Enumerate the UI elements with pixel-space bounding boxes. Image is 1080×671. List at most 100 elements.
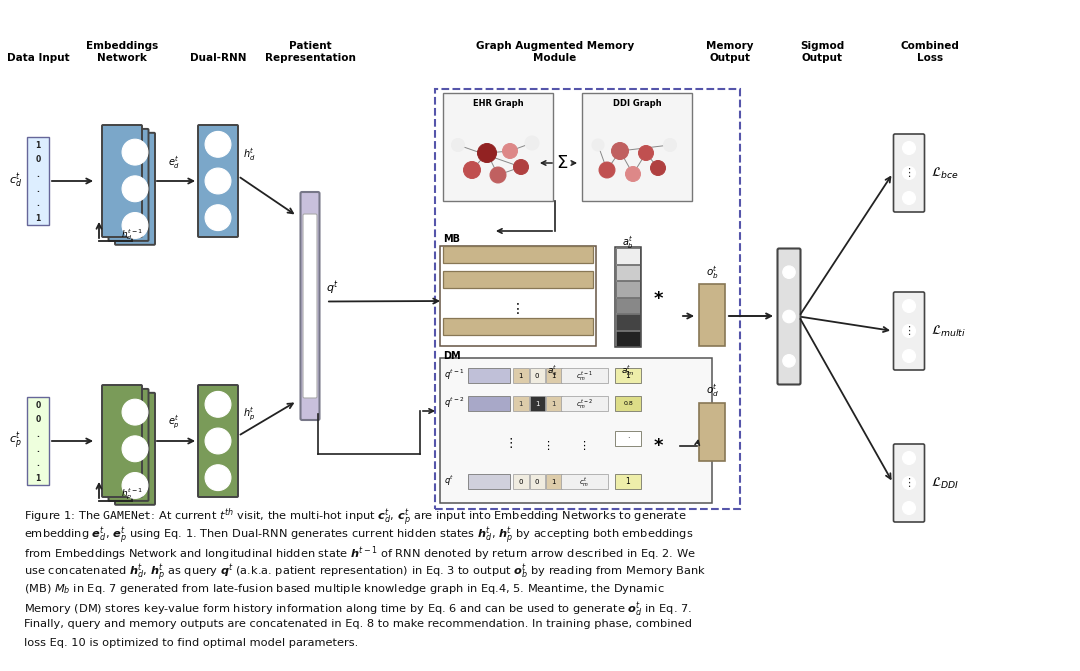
Circle shape <box>592 139 604 151</box>
Bar <box>529 396 545 411</box>
Text: from Embeddings Network and longitudinal hidden state $\boldsymbol{h}^{t-1}$ of : from Embeddings Network and longitudinal… <box>24 544 696 563</box>
Bar <box>699 403 725 461</box>
Text: $e_p^t$: $e_p^t$ <box>168 413 180 431</box>
Text: 1: 1 <box>36 214 41 223</box>
Bar <box>699 284 725 346</box>
FancyBboxPatch shape <box>102 125 141 237</box>
Circle shape <box>611 142 629 160</box>
FancyBboxPatch shape <box>893 134 924 212</box>
Circle shape <box>903 191 916 205</box>
Text: ⋮: ⋮ <box>504 437 517 450</box>
Circle shape <box>122 213 148 238</box>
Bar <box>615 247 642 347</box>
Text: .: . <box>37 185 40 193</box>
Bar <box>546 474 562 489</box>
Text: $h_d^{t-1}$: $h_d^{t-1}$ <box>121 227 143 242</box>
FancyBboxPatch shape <box>893 292 924 370</box>
Text: $a_m^t$: $a_m^t$ <box>621 363 635 378</box>
Circle shape <box>903 452 916 464</box>
Text: 1: 1 <box>552 372 556 378</box>
FancyBboxPatch shape <box>114 133 156 245</box>
Text: 0: 0 <box>36 155 41 164</box>
Text: 1: 1 <box>625 477 631 486</box>
Circle shape <box>490 167 507 183</box>
Bar <box>546 396 562 411</box>
Text: .: . <box>37 430 40 439</box>
Bar <box>440 358 712 503</box>
FancyBboxPatch shape <box>102 385 141 497</box>
Bar <box>440 246 596 346</box>
FancyBboxPatch shape <box>303 214 318 398</box>
FancyBboxPatch shape <box>778 248 800 384</box>
Text: Memory
Output: Memory Output <box>706 42 754 63</box>
Text: $c_p^t$: $c_p^t$ <box>10 430 22 452</box>
Text: Figure 1: The $\mathtt{GAMENet}$: At current $t^{th}$ visit, the multi-hot input: Figure 1: The $\mathtt{GAMENet}$: At cur… <box>24 507 687 529</box>
Circle shape <box>903 476 916 490</box>
Text: *: * <box>653 437 663 455</box>
Circle shape <box>783 310 795 323</box>
FancyBboxPatch shape <box>893 444 924 522</box>
Circle shape <box>205 168 231 194</box>
Text: embedding $\boldsymbol{e}_d^t$, $\boldsymbol{e}_p^t$ using Eq. 1. Then Dual-RNN : embedding $\boldsymbol{e}_d^t$, $\boldsy… <box>24 525 693 547</box>
Text: .: . <box>37 170 40 179</box>
Circle shape <box>650 160 665 176</box>
Text: $\mathcal{L}_{DDI}$: $\mathcal{L}_{DDI}$ <box>931 476 959 491</box>
Circle shape <box>451 138 464 152</box>
Circle shape <box>122 436 148 462</box>
Text: Embeddings
Network: Embeddings Network <box>86 42 158 63</box>
Text: $c_d^t$: $c_d^t$ <box>9 172 22 191</box>
Bar <box>561 396 608 411</box>
Circle shape <box>205 428 231 454</box>
Text: 1: 1 <box>518 372 523 378</box>
Text: $c_m^{t-1}$: $c_m^{t-1}$ <box>576 369 593 382</box>
Circle shape <box>477 144 497 162</box>
Circle shape <box>903 299 916 313</box>
Text: 0: 0 <box>535 372 539 378</box>
Bar <box>615 431 642 446</box>
Bar <box>616 331 640 346</box>
Circle shape <box>903 325 916 338</box>
FancyBboxPatch shape <box>108 389 149 501</box>
Circle shape <box>122 139 148 165</box>
Text: MB: MB <box>443 234 460 244</box>
Text: $q^t$: $q^t$ <box>326 279 339 297</box>
Text: Finally, query and memory outputs are concatenated in Eq. 8 to make recommendati: Finally, query and memory outputs are co… <box>24 619 692 629</box>
FancyBboxPatch shape <box>108 129 149 241</box>
Text: ·: · <box>626 434 630 443</box>
Bar <box>468 474 510 489</box>
Text: $h_p^t$: $h_p^t$ <box>243 405 255 423</box>
Text: $a_b^t$: $a_b^t$ <box>622 234 634 251</box>
Text: ⋮: ⋮ <box>904 326 915 336</box>
Bar <box>546 368 562 383</box>
Text: ⋮: ⋮ <box>511 302 525 316</box>
Text: use concatenated $\boldsymbol{h}_d^t$, $\boldsymbol{h}_p^t$ as query $\boldsymbo: use concatenated $\boldsymbol{h}_d^t$, $… <box>24 563 705 584</box>
Text: Data Input: Data Input <box>6 53 69 63</box>
Bar <box>443 246 593 263</box>
Bar <box>561 368 608 383</box>
Bar <box>615 396 642 411</box>
Text: $q^{t}$: $q^{t}$ <box>444 474 455 488</box>
Text: $\mathcal{L}_{bce}$: $\mathcal{L}_{bce}$ <box>931 166 959 180</box>
Bar <box>561 474 608 489</box>
Text: $o_d^t$: $o_d^t$ <box>705 382 718 399</box>
Text: Memory (DM) stores key-value form history information along time by Eq. 6 and ca: Memory (DM) stores key-value form histor… <box>24 601 691 619</box>
Circle shape <box>903 350 916 362</box>
Text: Patient
Representation: Patient Representation <box>265 42 355 63</box>
Text: $o_b^t$: $o_b^t$ <box>705 264 718 281</box>
Text: ⋮: ⋮ <box>542 441 554 451</box>
Text: loss Eq. 10 is optimized to find optimal model parameters.: loss Eq. 10 is optimized to find optimal… <box>24 638 357 648</box>
Text: (MB) $M_b$ in Eq. 7 generated from late-fusion based multiple knowledge graph in: (MB) $M_b$ in Eq. 7 generated from late-… <box>24 582 664 596</box>
Text: .: . <box>37 445 40 454</box>
Text: $a_s^t$: $a_s^t$ <box>546 363 557 378</box>
Circle shape <box>122 399 148 425</box>
Text: $c_m^{t}$: $c_m^{t}$ <box>579 475 590 488</box>
Text: Combined
Loss: Combined Loss <box>901 42 959 63</box>
Bar <box>443 318 593 335</box>
FancyBboxPatch shape <box>198 385 238 497</box>
Circle shape <box>463 162 481 178</box>
Bar <box>513 368 528 383</box>
Bar <box>615 368 642 383</box>
Text: 1: 1 <box>36 474 41 483</box>
Circle shape <box>205 391 231 417</box>
Circle shape <box>638 146 653 160</box>
